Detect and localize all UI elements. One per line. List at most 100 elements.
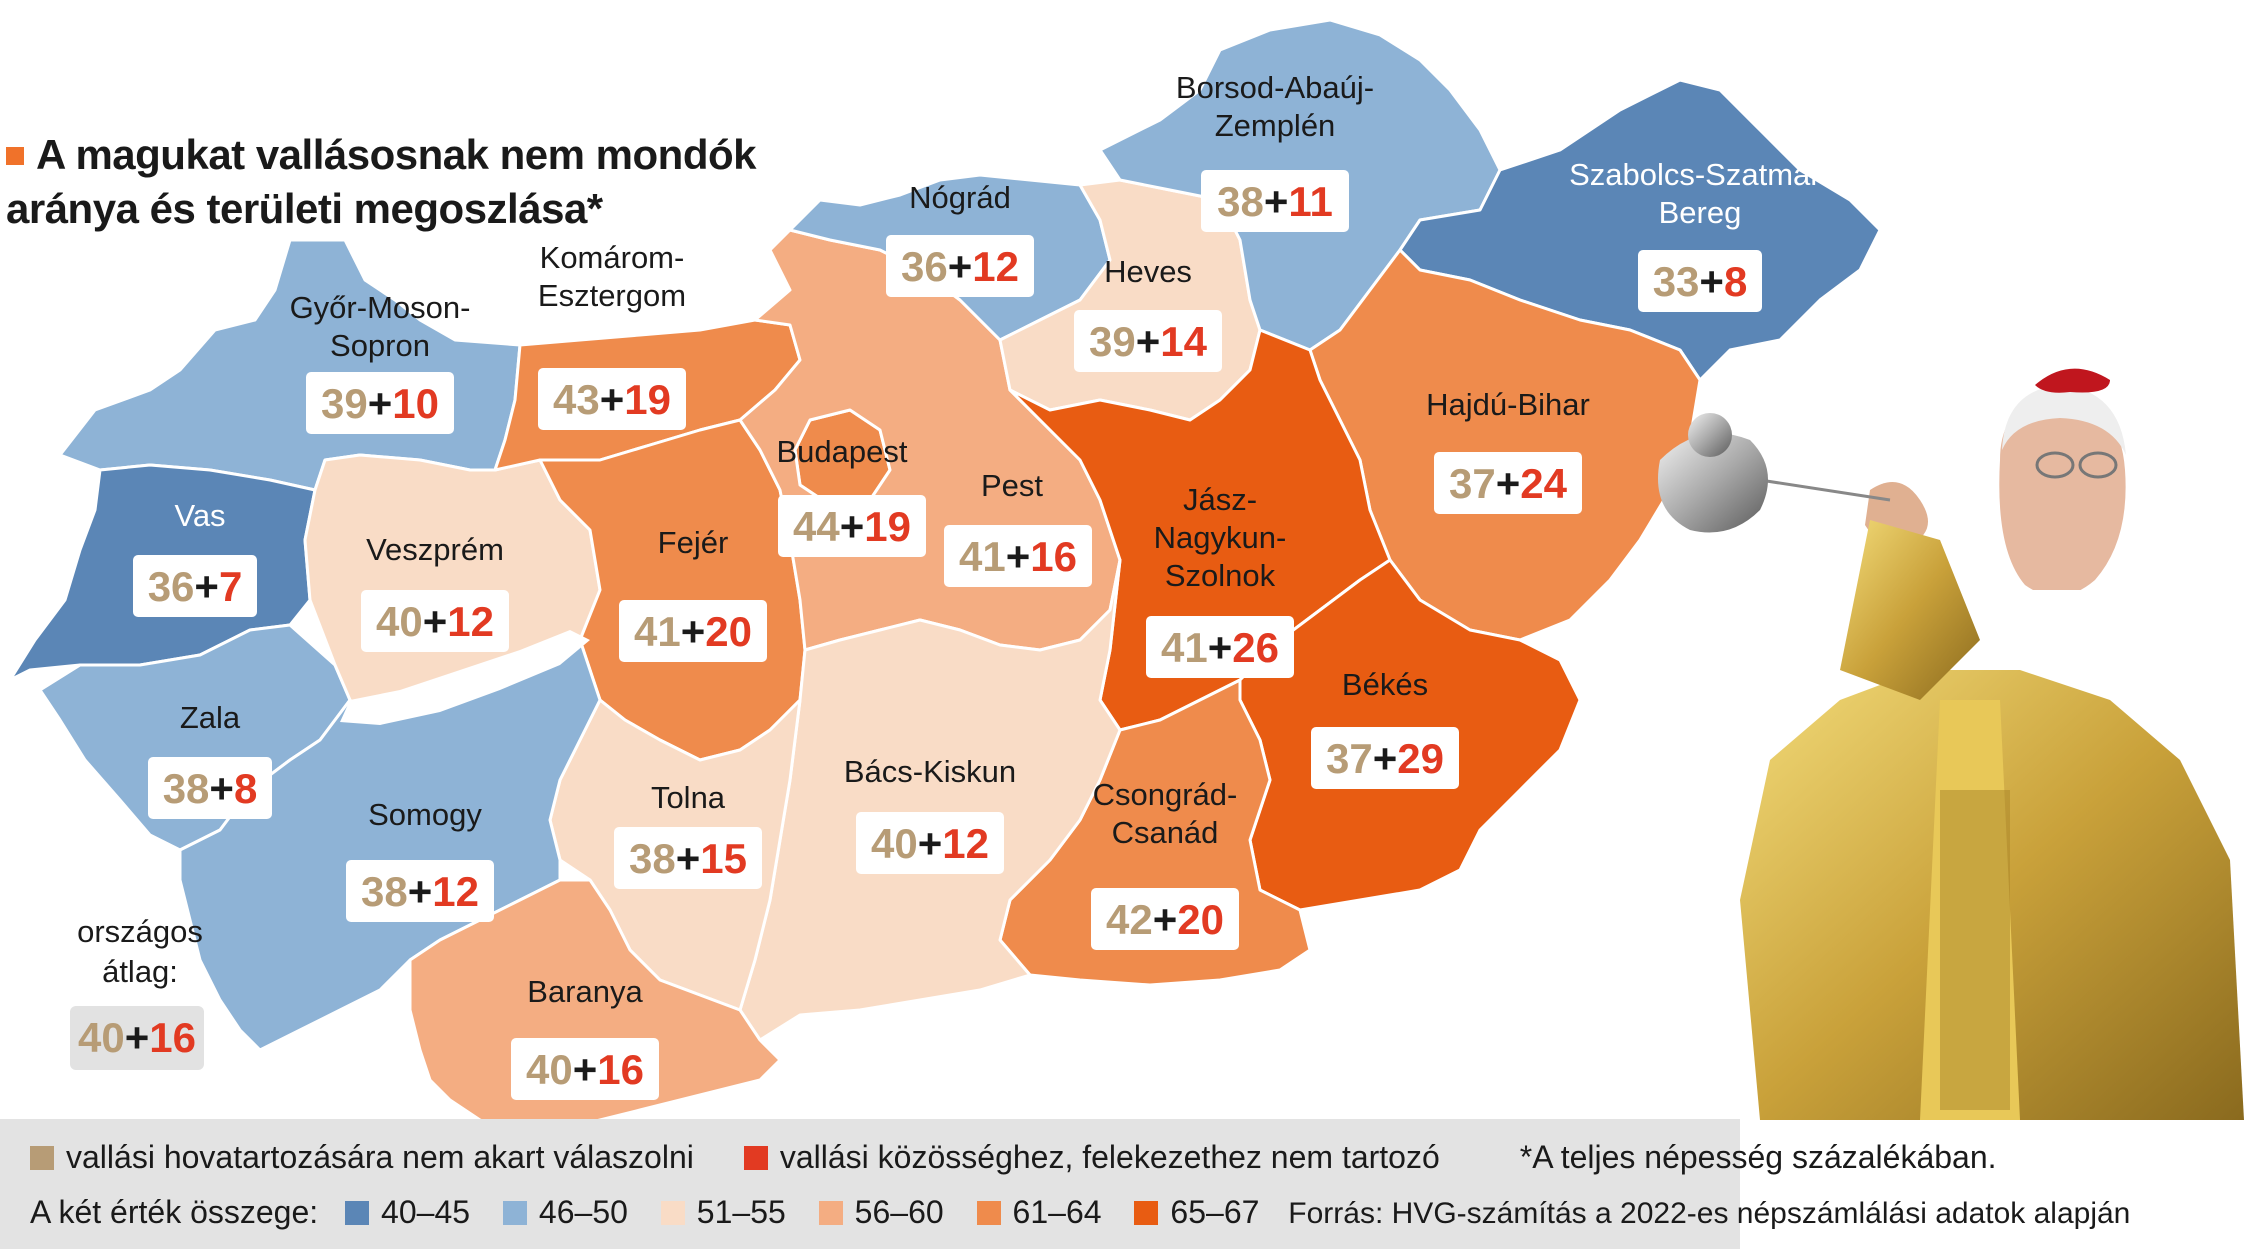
county-values-bcskiskun: 40+12 (871, 820, 989, 867)
county-name-heves: Heves (1104, 254, 1192, 289)
glasses (2035, 451, 2075, 479)
county-badge-budapest (778, 495, 926, 557)
legend-panel: vallási hovatartozására nem akart válasz… (0, 1119, 2130, 1249)
county-badge-fejr (619, 600, 767, 662)
national-plus: + (124, 1014, 150, 1061)
undecided-value-budapest: 44 (793, 503, 840, 550)
plus-sign: + (1496, 460, 1521, 507)
none-value-tolna: 15 (700, 835, 747, 882)
legend-undecided-swatch (30, 1146, 54, 1170)
county-values-heves: 39+14 (1089, 318, 1208, 365)
undecided-value-pest: 41 (959, 533, 1006, 580)
plus-sign: + (209, 765, 234, 812)
national-average-badge: 40+16 (70, 1006, 204, 1070)
county-values-szabolcsszatmrbereg: 33+8 (1653, 258, 1748, 305)
legend-undecided-label: vallási hovatartozására nem akart válasz… (66, 1139, 694, 1175)
legend-range-3: 51–55 (696, 1194, 786, 1230)
county-name-veszprm: Veszprém (366, 532, 504, 567)
county-values-pest: 41+16 (959, 533, 1077, 580)
undecided-value-baranya: 40 (526, 1046, 573, 1093)
county-values-budapest: 44+19 (793, 503, 911, 550)
county-badge-bcskiskun (856, 812, 1004, 874)
none-value-ngrd: 12 (972, 243, 1019, 290)
none-value-baranya: 16 (597, 1046, 644, 1093)
none-value-heves: 14 (1160, 318, 1207, 365)
legend-range-6-swatch (1134, 1201, 1159, 1225)
title-marker (6, 147, 24, 165)
county-values-jsznagykunszolnok: 41+26 (1161, 624, 1279, 671)
legend-range-2: 46–50 (538, 1194, 628, 1230)
county-badge-tolna (614, 827, 762, 889)
county-badge-hajdbihar (1434, 452, 1582, 514)
county-badge-heves (1074, 310, 1222, 372)
plus-sign: + (681, 608, 706, 655)
legend-range-6: 65–67 (1170, 1194, 1260, 1230)
legend-range-1-swatch (345, 1201, 370, 1225)
undecided-value-csongrdcsand: 42 (1106, 896, 1153, 943)
county-values-hajdbihar: 37+24 (1449, 460, 1568, 507)
none-value-hajdbihar: 24 (1520, 460, 1567, 507)
undecided-value-bks: 37 (1326, 735, 1373, 782)
plus-sign: + (1264, 178, 1289, 225)
county-name-gyrmosonsopron-line1: Győr-Moson- (290, 290, 471, 325)
legend-range-4-swatch (818, 1201, 843, 1225)
none-value-gyrmosonsopron: 10 (392, 380, 439, 427)
county-name-tolna: Tolna (651, 780, 726, 815)
county-shape-baranya (408, 878, 782, 1137)
plus-sign: + (408, 868, 433, 915)
county-values-somogy: 38+12 (361, 868, 479, 915)
county-values-ngrd: 36+12 (901, 243, 1019, 290)
map-title: A magukat vallásosnak nem mondók aránya … (6, 128, 766, 236)
legend-row-2: A két érték összege: 40–45 46–50 51–55 5… (30, 1194, 2130, 1231)
county-name-bks: Békés (1342, 667, 1428, 702)
none-value-borsodabajzempln: 11 (1288, 178, 1332, 225)
plus-sign: + (1006, 533, 1031, 580)
face (1999, 395, 2126, 597)
national-none-value: 16 (149, 1014, 196, 1061)
none-value-csongrdcsand: 20 (1177, 896, 1224, 943)
title-text: A magukat vallásosnak nem mondók aránya … (6, 131, 757, 232)
censer-chain (1759, 478, 1891, 502)
national-undecided-value: 40 (78, 1014, 125, 1061)
legend-source: Forrás: HVG-számítás a 2022-es népszámlá… (1288, 1197, 2131, 1230)
undecided-value-ngrd: 36 (901, 243, 948, 290)
undecided-value-zala: 38 (163, 765, 210, 812)
county-badge-jsznagykunszolnok (1146, 616, 1294, 678)
county-name-szabolcsszatmrbereg-line1: Szabolcs-Szatmár- (1569, 157, 1831, 192)
county-values-zala: 38+8 (163, 765, 258, 812)
undecided-value-bcskiskun: 40 (871, 820, 918, 867)
none-value-bcskiskun: 12 (942, 820, 989, 867)
undecided-value-jsznagykunszolnok: 41 (1161, 624, 1208, 671)
county-name-zala: Zala (180, 700, 241, 735)
legend-none-label: vallási közösséghez, felekezethez nem ta… (779, 1139, 1440, 1175)
county-name-csongrdcsand-line2: Csanád (1112, 815, 1219, 850)
county-values-gyrmosonsopron: 39+10 (321, 380, 439, 427)
county-name-jsznagykunszolnok-line3: Szolnok (1165, 558, 1276, 593)
county-name-komromesztergom-line2: Esztergom (538, 278, 686, 313)
county-name-fejr: Fejér (658, 525, 729, 560)
plus-sign: + (600, 376, 625, 423)
none-value-pest: 16 (1030, 533, 1077, 580)
undecided-value-vas: 36 (148, 563, 195, 610)
county-badge-szabolcsszatmrbereg (1638, 250, 1762, 312)
county-badge-veszprm (361, 590, 509, 652)
county-shape-somogy (178, 638, 602, 1052)
county-values-borsodabajzempln: 38+11 (1217, 178, 1333, 225)
plus-sign: + (918, 820, 943, 867)
county-badge-somogy (346, 860, 494, 922)
county-badge-borsodabajzempln (1201, 170, 1349, 232)
undecided-value-borsodabajzempln: 38 (1217, 178, 1264, 225)
hair (2002, 385, 2126, 455)
none-value-komromesztergom: 19 (624, 376, 671, 423)
county-name-komromesztergom-line1: Komárom- (540, 240, 685, 275)
none-value-szabolcsszatmrbereg: 8 (1724, 258, 1747, 305)
none-value-zala: 8 (234, 765, 257, 812)
undecided-value-komromesztergom: 43 (553, 376, 600, 423)
county-name-csongrdcsand-line1: Csongrád- (1093, 777, 1238, 812)
county-badge-ngrd (886, 235, 1034, 297)
county-name-jsznagykunszolnok-line1: Jász- (1183, 482, 1257, 517)
county-values-csongrdcsand: 42+20 (1106, 896, 1224, 943)
collar (2000, 590, 2110, 640)
undecided-value-gyrmosonsopron: 39 (321, 380, 368, 427)
